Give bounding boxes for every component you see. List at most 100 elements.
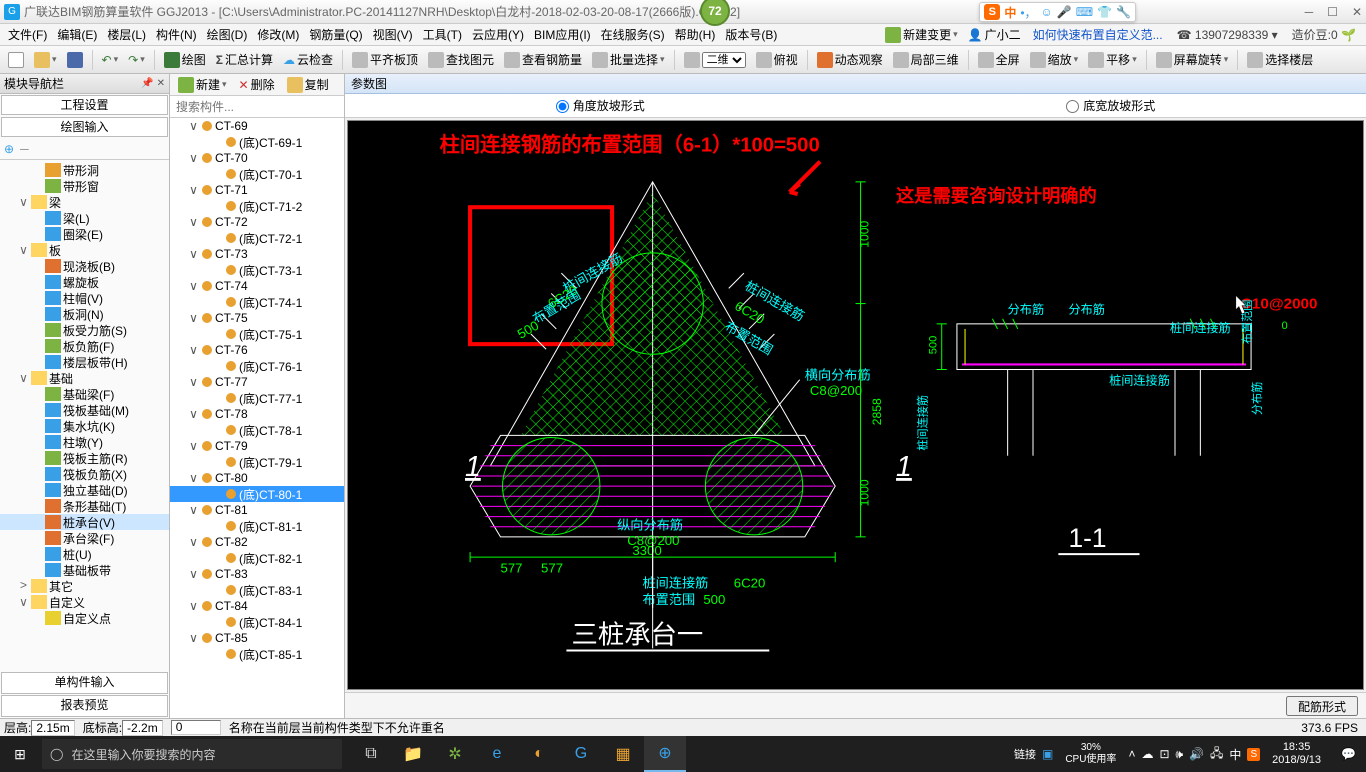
nav-tree-node[interactable]: 筏板主筋(R) [0, 450, 169, 466]
nav-tree-node[interactable]: >其它 [0, 578, 169, 594]
ime-tool-icon[interactable]: 🔧 [1116, 5, 1131, 19]
menu-item[interactable]: 云应用(Y) [468, 24, 528, 45]
component-tree-node[interactable]: (底)CT-69-1 [170, 134, 344, 150]
component-tree-node[interactable]: (底)CT-73-1 [170, 262, 344, 278]
collapse-icon[interactable]: ─ [20, 142, 29, 156]
radio-angle-slope[interactable]: 角度放坡形式 [556, 99, 645, 113]
nav-tree-node[interactable]: 柱墩(Y) [0, 434, 169, 450]
component-tree-node[interactable]: (底)CT-77-1 [170, 390, 344, 406]
nav-tree-node[interactable]: ∨基础 [0, 370, 169, 386]
user-button[interactable]: 👤广小二 [964, 24, 1025, 45]
tray-net-icon[interactable]: 🕪 [1176, 747, 1184, 762]
view-rebar-button[interactable]: 查看钢筋量 [500, 49, 586, 70]
component-tree-node[interactable]: ∨CT-85 [170, 630, 344, 646]
nav-tree-node[interactable]: 筏板负筋(X) [0, 466, 169, 482]
component-tree-node[interactable]: ∨CT-72 [170, 214, 344, 230]
app3-icon[interactable]: G [560, 736, 602, 772]
menu-item[interactable]: 编辑(E) [53, 24, 101, 45]
view-mode-select[interactable]: 二维 [702, 52, 746, 68]
component-tree-node[interactable]: (底)CT-83-1 [170, 582, 344, 598]
component-tree-node[interactable]: (底)CT-80-1 [170, 486, 344, 502]
component-tree-node[interactable]: ∨CT-81 [170, 502, 344, 518]
menu-item[interactable]: 楼层(L) [103, 24, 150, 45]
ime-punct-icon[interactable]: •， [1020, 4, 1036, 21]
tray-lan-icon[interactable]: 🖧 [1210, 744, 1223, 765]
component-tree-node[interactable]: (底)CT-76-1 [170, 358, 344, 374]
pin-icon[interactable]: 📌 ✕ [141, 78, 165, 89]
nav-tree-node[interactable]: 板洞(N) [0, 306, 169, 322]
pan-button[interactable]: 平移 [1084, 49, 1141, 70]
align-top-button[interactable]: 平齐板顶 [348, 49, 422, 70]
draw-button[interactable]: 绘图 [160, 49, 210, 70]
component-tree-node[interactable]: (底)CT-78-1 [170, 422, 344, 438]
select-floor-button[interactable]: 选择楼层 [1243, 49, 1317, 70]
sum-button[interactable]: Σ 汇总计算 [212, 49, 277, 70]
nav-tree-node[interactable]: 基础梁(F) [0, 386, 169, 402]
component-tree-node[interactable]: ∨CT-76 [170, 342, 344, 358]
nav-tree-node[interactable]: 带形洞 [0, 162, 169, 178]
nav-tree-node[interactable]: 现浇板(B) [0, 258, 169, 274]
menu-item[interactable]: 绘图(D) [203, 24, 252, 45]
tray-app-icon[interactable]: ▣ [1042, 747, 1053, 761]
drawing-canvas[interactable]: 柱间连接钢筋的布置范围（6-1）*100=500 这是需要咨询设计明确的 [347, 120, 1364, 690]
component-tree-node[interactable]: ∨CT-71 [170, 182, 344, 198]
tab-draw-input[interactable]: 绘图输入 [1, 117, 168, 137]
ime-keyboard-icon[interactable]: ⌨ [1076, 5, 1093, 19]
ime-toolbar[interactable]: S 中 •， ☺ 🎤 ⌨ 👕 🔧 [979, 2, 1136, 22]
search-input[interactable] [170, 96, 344, 117]
component-tree[interactable]: ∨CT-69(底)CT-69-1∨CT-70(底)CT-70-1∨CT-71(底… [170, 118, 344, 718]
menu-item[interactable]: 修改(M) [253, 24, 303, 45]
nav-tree-node[interactable]: 承台梁(F) [0, 530, 169, 546]
menu-item[interactable]: 工具(T) [419, 24, 466, 45]
radio-width-slope[interactable]: 底宽放坡形式 [1066, 99, 1155, 113]
component-tree-node[interactable]: (底)CT-81-1 [170, 518, 344, 534]
nav-tree-node[interactable]: 集水坑(K) [0, 418, 169, 434]
nav-tree-node[interactable]: 基础板带 [0, 562, 169, 578]
menu-item[interactable]: 钢筋量(Q) [305, 24, 366, 45]
component-tree-node[interactable]: (底)CT-85-1 [170, 646, 344, 662]
find-elem-button[interactable]: 查找图元 [424, 49, 498, 70]
help-link[interactable]: 如何快速布置自定义范... [1027, 26, 1169, 43]
component-tree-node[interactable]: (底)CT-84-1 [170, 614, 344, 630]
redo-button[interactable]: ↷ [124, 51, 149, 69]
rebar-form-button[interactable]: 配筋形式 [1286, 696, 1358, 716]
component-tree-node[interactable]: (底)CT-74-1 [170, 294, 344, 310]
link-label[interactable]: 链接 [1014, 746, 1036, 762]
app2-icon[interactable]: ◐ [518, 736, 560, 772]
copy-component-button[interactable]: 复制 [283, 74, 333, 95]
dyn-observe-button[interactable]: 动态观察 [813, 49, 887, 70]
save-button[interactable] [63, 50, 87, 70]
new-component-button[interactable]: 新建 [174, 74, 231, 95]
cpu-widget[interactable]: 30%CPU使用率 [1059, 742, 1122, 766]
tab-project-settings[interactable]: 工程设置 [1, 95, 168, 115]
component-tree-node[interactable]: ∨CT-73 [170, 246, 344, 262]
nav-tree-node[interactable]: ∨梁 [0, 194, 169, 210]
nav-tree-node[interactable]: 桩(U) [0, 546, 169, 562]
ggj-app-icon[interactable]: ⊕ [644, 736, 686, 772]
nav-tree-node[interactable]: 自定义点 [0, 610, 169, 626]
component-tree-node[interactable]: ∨CT-77 [170, 374, 344, 390]
undo-button[interactable]: ↶ [98, 51, 123, 69]
component-tree-node[interactable]: ∨CT-69 [170, 118, 344, 134]
notification-icon[interactable]: 💬 [1333, 747, 1364, 761]
component-tree-node[interactable]: ∨CT-75 [170, 310, 344, 326]
menu-item[interactable]: 版本号(B) [721, 24, 781, 45]
tray-up-icon[interactable]: ˄ [1128, 747, 1135, 761]
nav-tree-node[interactable]: 板负筋(F) [0, 338, 169, 354]
component-tree-node[interactable]: ∨CT-84 [170, 598, 344, 614]
close-button[interactable]: ✕ [1352, 5, 1362, 19]
edge-icon[interactable]: e [476, 736, 518, 772]
component-tree-node[interactable]: ∨CT-74 [170, 278, 344, 294]
component-tree-node[interactable]: ∨CT-79 [170, 438, 344, 454]
app1-icon[interactable]: ✲ [434, 736, 476, 772]
component-tree-node[interactable]: ∨CT-80 [170, 470, 344, 486]
minimize-button[interactable]: ─ [1305, 5, 1314, 19]
ime-mode[interactable]: 中 [1004, 4, 1016, 21]
menu-item[interactable]: 文件(F) [4, 24, 51, 45]
nav-tree-node[interactable]: 筏板基础(M) [0, 402, 169, 418]
tray-cloud-icon[interactable]: ☁ [1141, 747, 1153, 761]
tab-report-preview[interactable]: 报表预览 [1, 695, 168, 717]
new-change-button[interactable]: 新建变更 ▾ [881, 24, 962, 45]
task-view-icon[interactable]: ⧉ [350, 736, 392, 772]
component-tree-node[interactable]: ∨CT-70 [170, 150, 344, 166]
